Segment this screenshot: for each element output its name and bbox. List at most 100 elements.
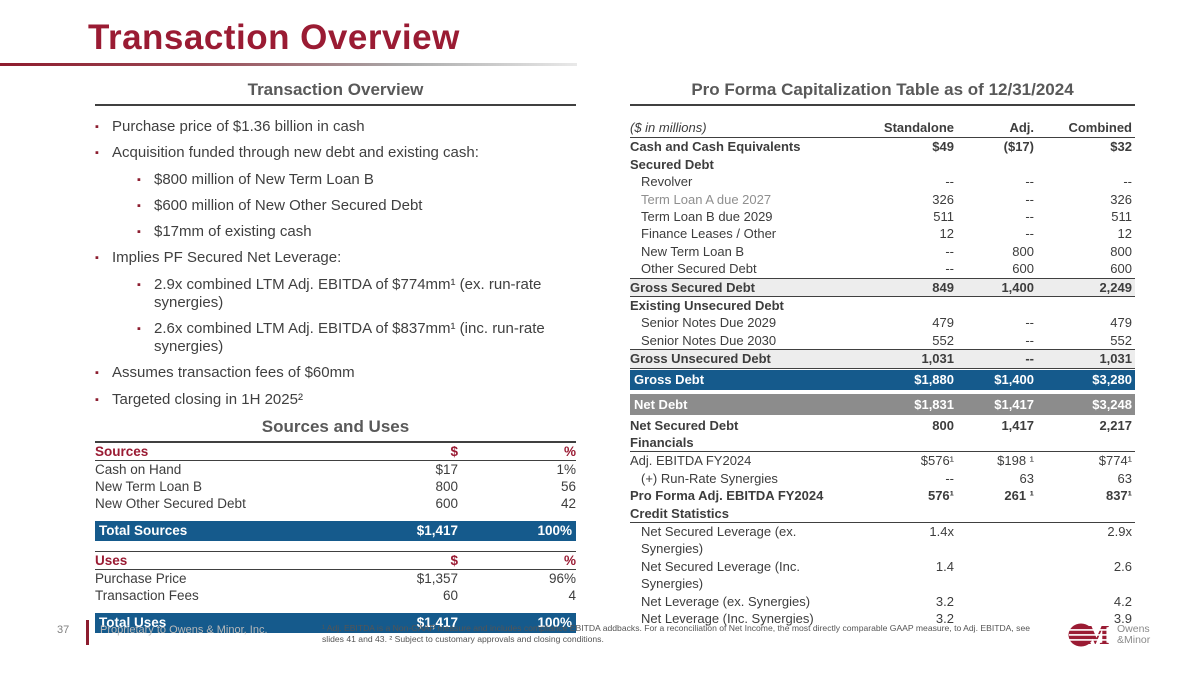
cap-table-row: Net Debt $1,831 $1,417 $3,248 <box>630 394 1135 415</box>
cell: -- <box>1123 174 1132 190</box>
cell: $198 ¹ <box>997 453 1034 469</box>
cap-table-row: Gross Debt $1,880 $1,400 $3,280 <box>630 369 1135 391</box>
cell: -- <box>1025 351 1034 367</box>
cell: % <box>563 443 576 459</box>
cap-table-row: Financials <box>630 434 1135 453</box>
cell: 600 <box>435 495 458 511</box>
cell: 552 <box>1110 332 1132 348</box>
cap-table-row: Net Secured Leverage (Inc. Synergies) 1.4… <box>630 558 1135 593</box>
bullet-item: Acquisition funded through new debt and … <box>95 144 576 162</box>
cell: Adj. <box>1009 120 1034 135</box>
sources-uses-title: Sources and Uses <box>95 417 576 443</box>
cell: Net Secured Leverage (Inc. Synergies) <box>641 558 800 592</box>
cell: -- <box>1025 191 1034 207</box>
cell: 800 <box>1012 243 1034 259</box>
cell: -- <box>945 261 954 277</box>
cell: Gross Debt <box>634 372 705 388</box>
table-row: Transaction Fees 60 4 <box>95 587 576 604</box>
cell: 56 <box>560 478 576 494</box>
cell: 1,031 <box>1099 351 1132 367</box>
cap-table-row: Senior Notes Due 2029 479 -- 479 <box>630 314 1135 331</box>
cell: -- <box>1025 226 1034 242</box>
cell: 1.4x <box>929 523 954 539</box>
table-row: Cash on Hand $17 1% <box>95 461 576 478</box>
cap-table: ($ in millions) Standalone Adj. Combined Cas… <box>630 119 1135 627</box>
cell: ($17) <box>1003 139 1034 155</box>
cap-table-header-row: ($ in millions) Standalone Adj. Combined <box>630 119 1135 139</box>
cell: $576¹ <box>920 453 954 469</box>
cell: 1.4 <box>935 558 954 574</box>
company-logo-text: Owens &Minor <box>1117 623 1151 646</box>
cell: 1,417 <box>1001 417 1034 433</box>
cell: New Term Loan B <box>641 243 745 259</box>
cap-table-row: Adj. EBITDA FY2024 $576¹ $198 ¹ $774¹ <box>630 452 1135 469</box>
cell: Other Secured Debt <box>641 261 757 277</box>
cell: 576¹ <box>927 488 954 504</box>
bullet-item: $17mm of existing cash <box>137 223 576 241</box>
cap-table-row: Net Leverage (Inc. Synergies) 3.2 3.9 <box>630 610 1135 627</box>
cap-table-row: Senior Notes Due 2030 552 -- 552 <box>630 332 1135 349</box>
cell: ($ in millions) <box>630 120 707 135</box>
cell: $1,417 <box>416 522 458 538</box>
cap-table-row: Credit Statistics <box>630 505 1135 523</box>
cell: 63 <box>1117 470 1132 486</box>
cell: $ <box>450 552 458 568</box>
page-title: Transaction Overview <box>88 18 460 57</box>
cell: 479 <box>1110 315 1132 331</box>
left-section-title: Transaction Overview <box>95 80 576 106</box>
cell: 479 <box>932 315 954 331</box>
cap-table-row: Cash and Cash Equivalents $49 ($17) $32 <box>630 138 1135 155</box>
cell: Secured Debt <box>630 156 714 172</box>
cap-table-row: New Term Loan B -- 800 800 <box>630 243 1135 260</box>
cell: $1,417 <box>416 614 458 630</box>
cell: $49 <box>932 139 954 155</box>
page-number: 37 <box>57 624 70 636</box>
cell: 3.2 <box>935 593 954 609</box>
cell: Senior Notes Due 2029 <box>641 315 777 331</box>
cell: Adj. EBITDA FY2024 <box>630 453 752 469</box>
cell: New Other Secured Debt <box>95 495 246 511</box>
cell: Net Leverage (ex. Synergies) <box>641 593 811 609</box>
cap-table-row: Gross Secured Debt 849 1,400 2,249 <box>630 277 1135 298</box>
cell: Senior Notes Due 2030 <box>641 332 777 348</box>
cell: 511 <box>933 209 954 225</box>
cell: Existing Unsecured Debt <box>630 298 784 314</box>
cell: Cash and Cash Equivalents <box>630 139 801 155</box>
cell: Total Sources <box>99 522 188 538</box>
cell: 3.2 <box>935 610 954 626</box>
cap-table-row: Finance Leases / Other 12 -- 12 <box>630 225 1135 242</box>
cap-table-row: Net Secured Leverage (ex. Synergies) 1.4x… <box>630 523 1135 558</box>
cell: Cash on Hand <box>95 461 182 477</box>
owens-minor-logo-icon: M <box>1068 620 1109 650</box>
cell: 1,400 <box>1001 279 1034 295</box>
cell: -- <box>1025 209 1034 225</box>
table-row: New Term Loan B 800 56 <box>95 478 576 495</box>
cell: 511 <box>1111 209 1132 225</box>
cell: Uses <box>95 552 128 568</box>
cell: $3,280 <box>1092 372 1132 388</box>
cell: 100% <box>537 522 572 538</box>
right-section-title: Pro Forma Capitalization Table as of 12/… <box>630 80 1135 106</box>
cell: 12 <box>939 226 954 242</box>
bullet-item: 2.6x combined LTM Adj. EBITDA of $837mm¹… <box>137 320 576 356</box>
right-column: Pro Forma Capitalization Table as of 12/… <box>630 80 1135 627</box>
footer-divider <box>86 620 89 645</box>
cell: 261 ¹ <box>1004 488 1034 504</box>
cap-table-row: Net Leverage (ex. Synergies) 3.2 4.2 <box>630 593 1135 610</box>
bullet-item: Assumes transaction fees of $60mm <box>95 364 576 382</box>
cell: 1,031 <box>921 351 954 367</box>
cell: Term Loan B due 2029 <box>641 209 773 225</box>
cell: 837¹ <box>1105 488 1132 504</box>
cell: 2,249 <box>1099 279 1132 295</box>
cell: Transaction Fees <box>95 587 199 603</box>
cell: $774¹ <box>1098 453 1132 469</box>
footnote-line-1: ¹ Adj. EBITDA is a Non-GAAP measure and … <box>322 623 1031 633</box>
cell: Revolver <box>641 174 693 190</box>
cell: -- <box>1025 332 1034 348</box>
cap-table-row: Secured Debt <box>630 156 1135 173</box>
table-row: Purchase Price $1,357 96% <box>95 570 576 587</box>
cell: 552 <box>932 332 954 348</box>
cell: $17 <box>435 461 458 477</box>
cell: 12 <box>1117 226 1132 242</box>
